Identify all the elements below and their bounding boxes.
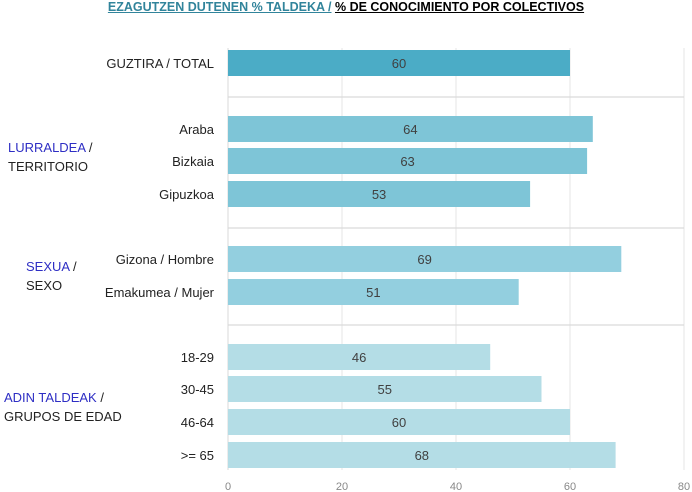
bar <box>228 344 491 370</box>
data-label: 51 <box>366 285 380 300</box>
data-label: 53 <box>372 187 386 202</box>
category-label: >= 65 <box>181 448 214 463</box>
data-label: 68 <box>415 448 429 463</box>
category-label: 46-64 <box>181 415 214 430</box>
category-label: 30-45 <box>181 382 214 397</box>
x-tick-label: 40 <box>450 481 462 492</box>
title-basque: EZAGUTZEN DUTENEN % TALDEKA / <box>107 0 332 14</box>
category-label: 18-29 <box>181 350 214 365</box>
chart-title: EZAGUTZEN DUTENEN % TALDEKA / % DE CONOC… <box>0 0 692 14</box>
group-label-age: ADIN TALDEAK / GRUPOS DE EDAD <box>4 390 122 424</box>
bar <box>228 442 616 468</box>
bar <box>228 50 570 76</box>
x-tick-label: 80 <box>678 481 690 492</box>
bar <box>228 181 531 207</box>
x-tick-label: 20 <box>336 481 348 492</box>
category-label: Araba <box>179 122 214 137</box>
bar <box>228 409 570 435</box>
data-label: 60 <box>392 415 406 430</box>
category-label: Gizona / Hombre <box>116 252 214 267</box>
data-label: 69 <box>417 252 431 267</box>
category-label: Gipuzkoa <box>159 187 215 202</box>
title-spanish: % DE CONOCIMIENTO POR COLECTIVOS <box>334 0 585 14</box>
data-label: 63 <box>400 154 414 169</box>
bar <box>228 148 588 174</box>
bar <box>228 116 593 142</box>
data-label: 46 <box>352 350 366 365</box>
data-label: 64 <box>403 122 417 137</box>
group-label-territory: LURRALDEA / TERRITORIO <box>8 140 93 174</box>
category-label: Bizkaia <box>172 154 215 169</box>
x-tick-label: 60 <box>564 481 576 492</box>
category-label: GUZTIRA / TOTAL <box>106 56 214 71</box>
bar <box>228 376 542 402</box>
x-tick-label: 0 <box>225 481 231 492</box>
group-label-sex: SEXUA / SEXO <box>26 259 77 293</box>
bar <box>228 279 519 305</box>
bar <box>228 246 622 272</box>
data-label: 60 <box>392 56 406 71</box>
data-label: 55 <box>378 382 392 397</box>
category-label: Emakumea / Mujer <box>105 285 215 300</box>
